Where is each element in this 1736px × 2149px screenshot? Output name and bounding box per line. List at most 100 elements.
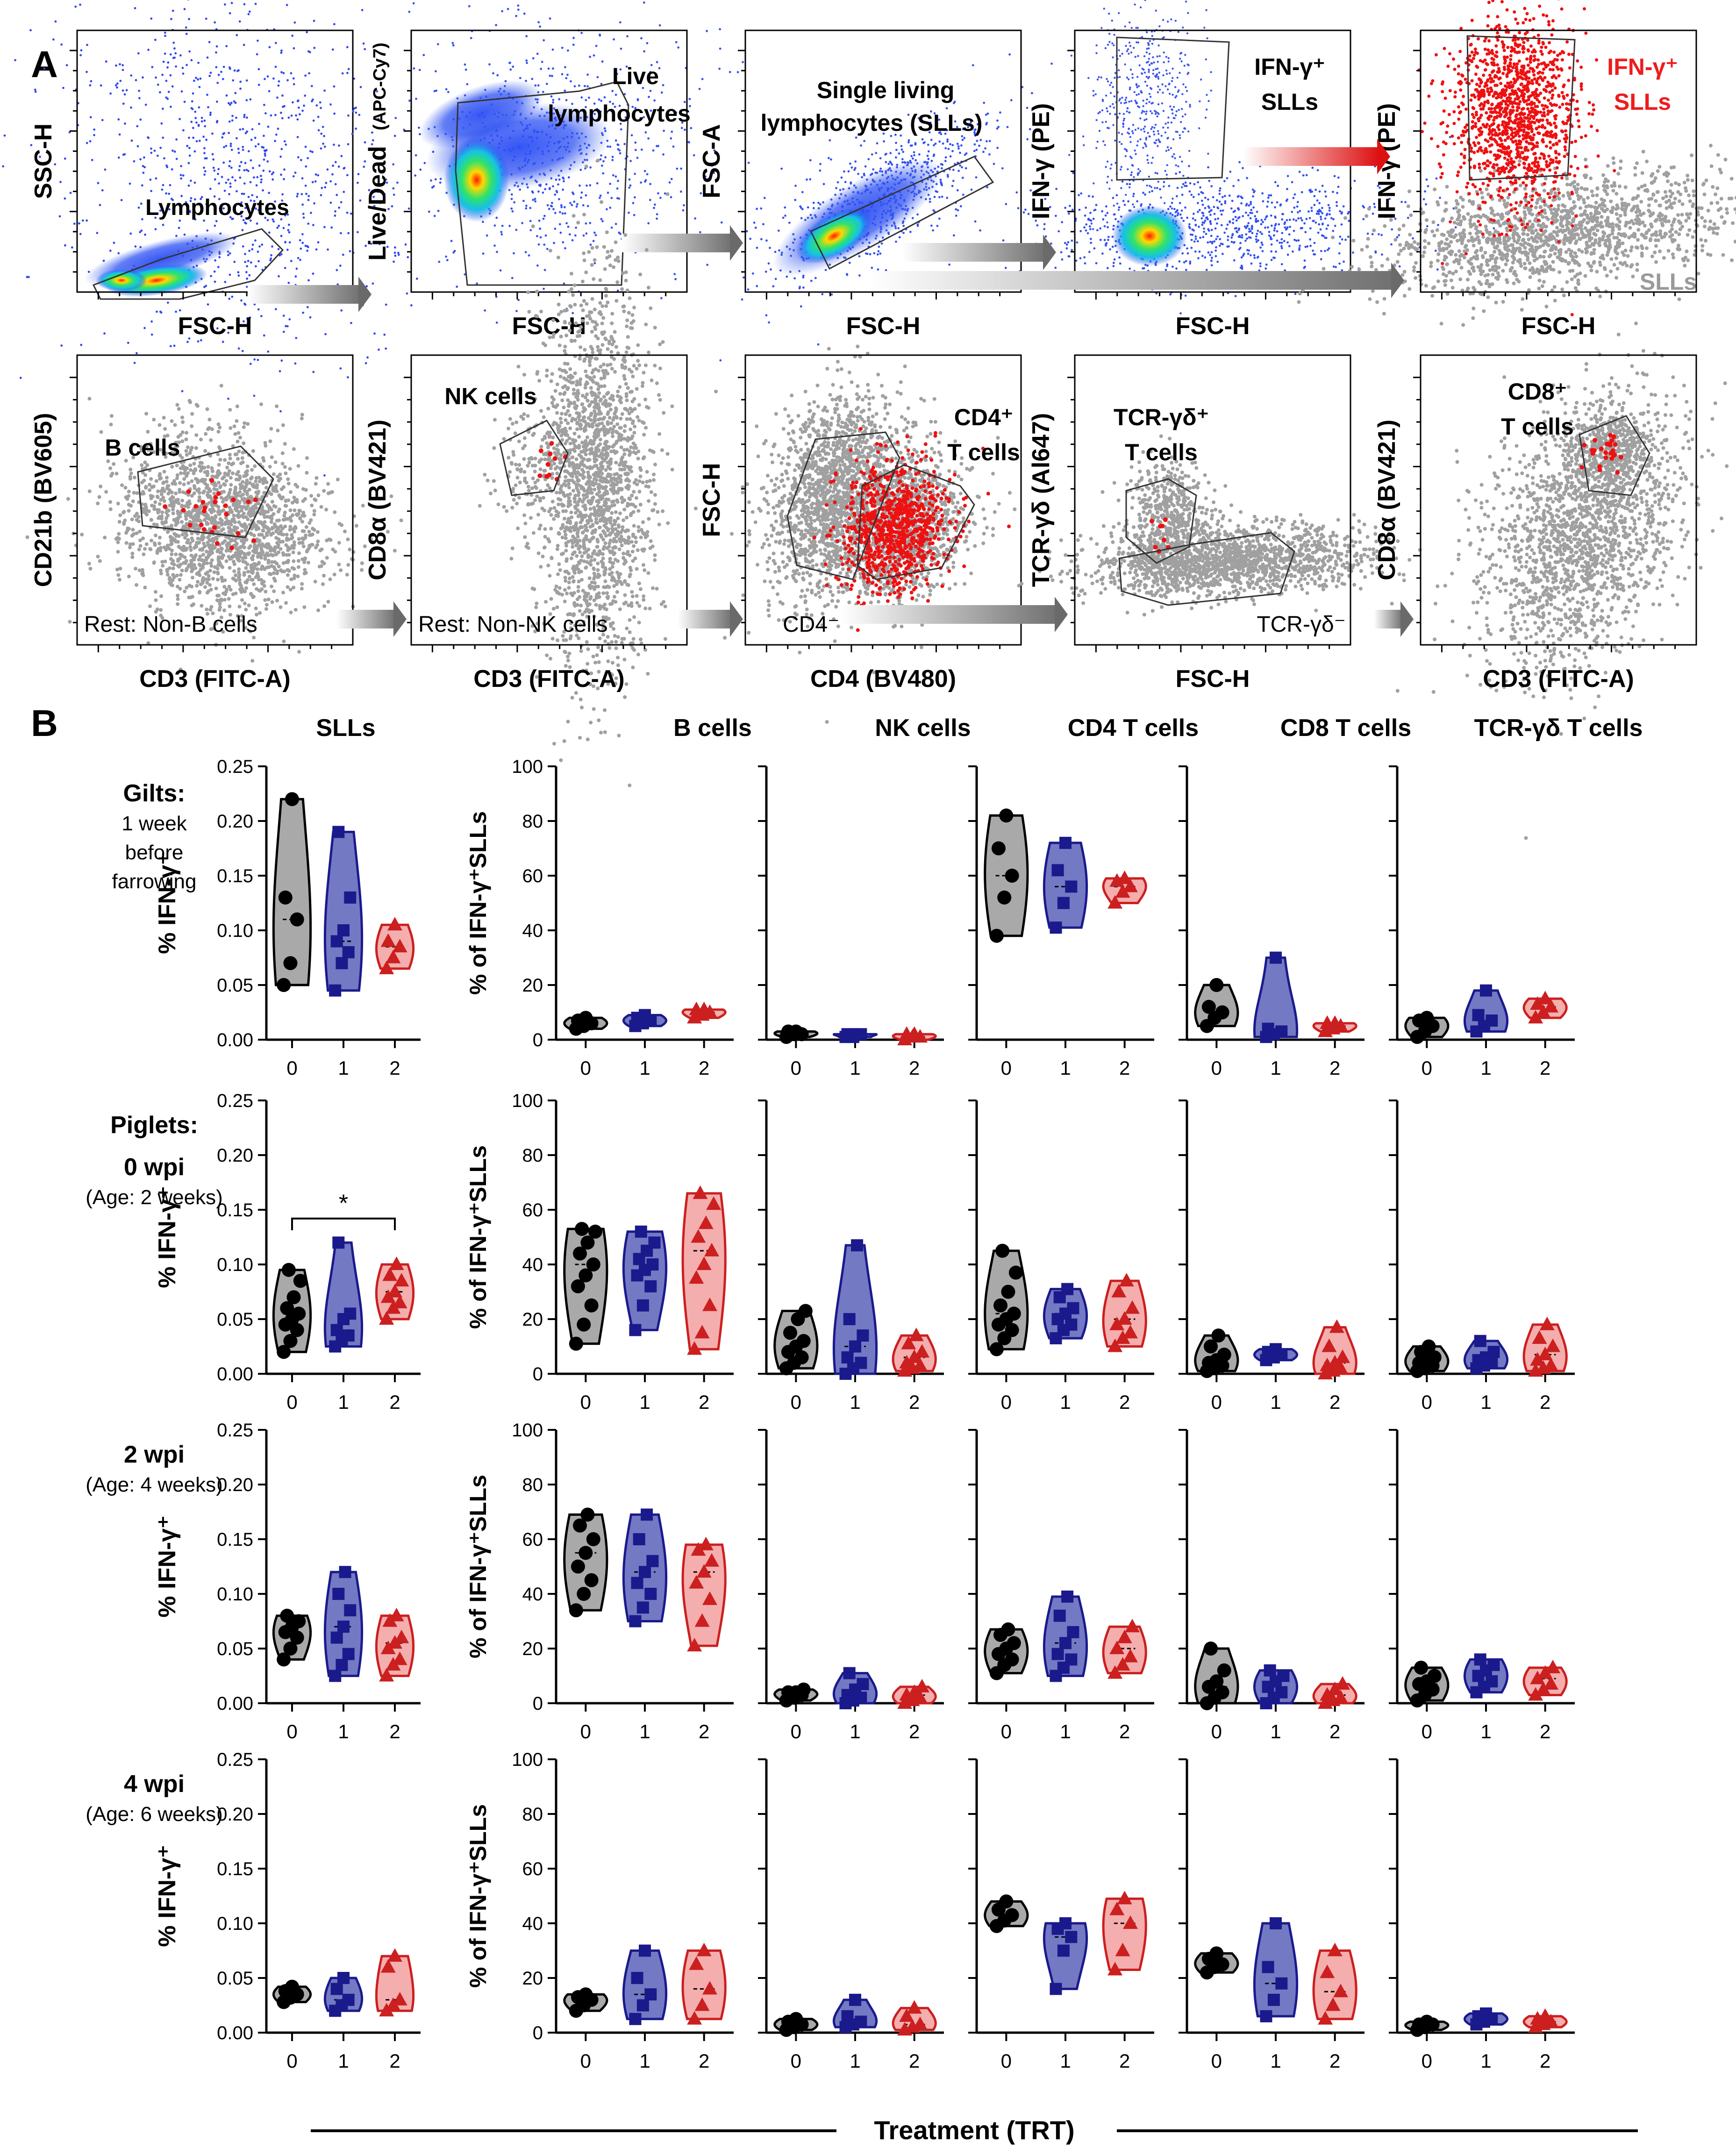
- event-dot: [286, 4, 288, 6]
- event-dot: [188, 162, 190, 164]
- event-dot: [415, 154, 417, 157]
- event-dot: [258, 245, 261, 248]
- event-dot: [570, 80, 572, 83]
- event-dot: [124, 122, 126, 125]
- event-dot: [649, 199, 651, 201]
- event-dot: [229, 12, 231, 14]
- event-dot: [253, 176, 255, 178]
- event-dot: [249, 98, 251, 100]
- event-dot: [181, 90, 183, 93]
- event-dot: [546, 248, 549, 250]
- event-dot: [631, 134, 633, 136]
- event-dot: [552, 185, 554, 187]
- event-dot: [543, 243, 545, 246]
- event-dot: [241, 193, 243, 195]
- event-dot: [293, 47, 295, 50]
- event-dot: [135, 245, 137, 248]
- event-dot: [568, 176, 570, 178]
- event-dot: [960, 205, 962, 207]
- event-dot: [245, 271, 248, 273]
- event-dot: [190, 121, 193, 123]
- event-dot: [66, 64, 68, 66]
- event-dot: [675, 41, 678, 43]
- event-dot: [153, 150, 156, 152]
- event-dot: [394, 246, 396, 249]
- event-dot: [558, 198, 560, 200]
- event-dot: [423, 54, 425, 56]
- event-dot: [280, 71, 283, 73]
- event-dot: [166, 66, 169, 69]
- event-dot: [64, 197, 66, 200]
- event-dot: [511, 198, 513, 200]
- event-dot: [150, 321, 153, 323]
- event-dot: [616, 197, 619, 200]
- event-dot: [559, 211, 561, 214]
- event-dot: [229, 121, 231, 123]
- event-dot: [525, 35, 528, 37]
- event-dot: [583, 235, 585, 237]
- event-dot: [167, 301, 169, 304]
- event-dot: [198, 106, 200, 108]
- event-dot: [949, 143, 951, 145]
- event-dot: [525, 205, 528, 207]
- event-dot: [531, 78, 533, 80]
- event-dot: [525, 251, 527, 253]
- event-dot: [500, 233, 503, 236]
- event-dot: [311, 151, 314, 153]
- event-dot: [119, 133, 121, 136]
- event-dot: [278, 85, 280, 87]
- event-dot: [615, 223, 617, 225]
- event-dot: [348, 68, 350, 70]
- event-dot: [171, 168, 173, 171]
- event-dot: [105, 60, 107, 63]
- event-dot: [34, 89, 36, 91]
- event-dot: [196, 140, 198, 143]
- event-dot: [160, 122, 163, 125]
- event-dot: [793, 277, 796, 279]
- event-dot: [335, 161, 337, 164]
- event-dot: [268, 231, 271, 234]
- event-dot: [569, 233, 571, 236]
- event-dot: [170, 106, 172, 108]
- event-dot: [315, 248, 318, 250]
- event-dot: [212, 158, 214, 161]
- event-dot: [172, 42, 175, 44]
- event-dot: [59, 181, 62, 183]
- event-dot: [214, 271, 216, 273]
- event-dot: [171, 86, 174, 88]
- event-dot: [410, 304, 413, 307]
- event-dot: [881, 243, 883, 245]
- event-dot: [252, 243, 254, 246]
- event-dot: [610, 197, 613, 199]
- event-dot: [192, 136, 194, 139]
- event-dot: [262, 189, 264, 192]
- event-dot: [307, 199, 310, 201]
- event-dot: [233, 261, 236, 263]
- event-dot: [338, 207, 340, 209]
- event-dot: [182, 72, 185, 75]
- event-dot: [616, 187, 619, 190]
- event-dot: [588, 97, 590, 99]
- event-dot: [208, 41, 211, 43]
- event-dot: [269, 46, 271, 49]
- event-dot: [263, 104, 265, 106]
- event-dot: [293, 21, 296, 24]
- event-dot: [250, 159, 252, 162]
- event-dot: [277, 128, 279, 130]
- event-dot: [543, 215, 546, 217]
- event-dot: [871, 153, 873, 156]
- event-dot: [355, 128, 357, 130]
- event-dot: [887, 163, 890, 165]
- event-dot: [186, 64, 188, 66]
- event-dot: [687, 141, 690, 143]
- event-dot: [195, 121, 198, 124]
- event-dot: [522, 200, 525, 202]
- event-dot: [662, 84, 664, 86]
- event-dot: [413, 2, 415, 5]
- event-dot: [660, 297, 663, 300]
- event-dot: [347, 376, 349, 378]
- event-dot: [305, 146, 307, 148]
- event-dot: [250, 261, 252, 264]
- event-dot: [576, 206, 578, 208]
- event-dot: [243, 182, 246, 185]
